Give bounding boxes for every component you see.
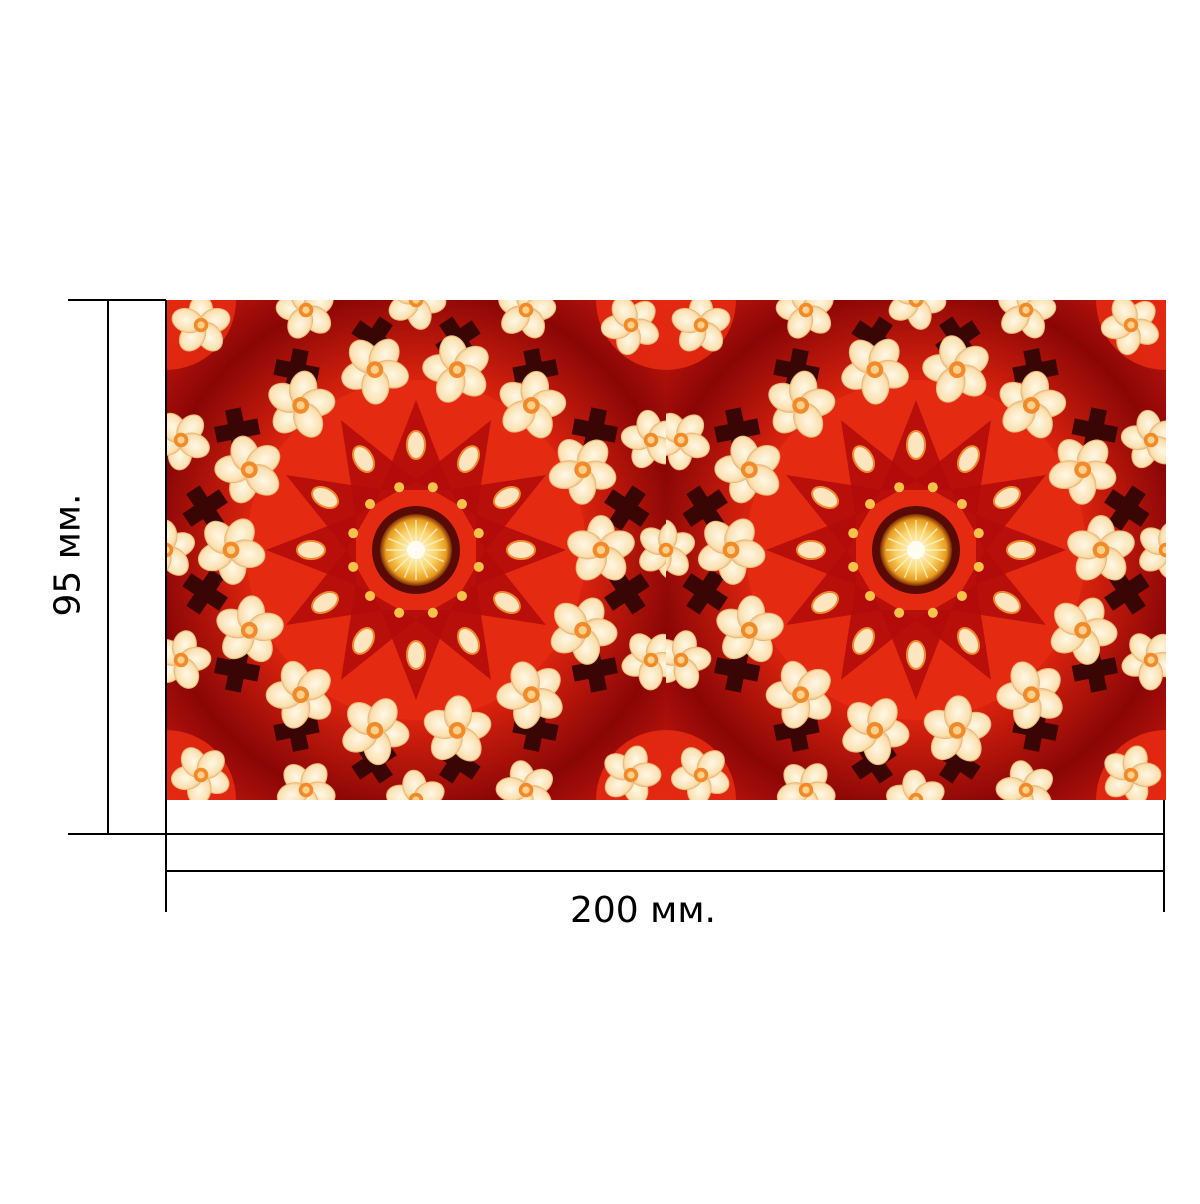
flower [671, 300, 731, 352]
flower [341, 338, 409, 405]
width-label: 200 мм. [570, 890, 716, 931]
flower [666, 630, 712, 689]
flower [166, 412, 210, 471]
flower [666, 412, 710, 471]
flower [841, 338, 909, 405]
flower [714, 435, 781, 504]
flower [995, 760, 1054, 800]
flower [670, 747, 730, 800]
flower [716, 595, 784, 663]
flower [666, 519, 696, 578]
flower [1121, 633, 1166, 691]
flower [216, 595, 284, 663]
flower [768, 370, 836, 438]
flower [621, 633, 666, 691]
flower [423, 695, 492, 762]
height-label: 95 мм. [47, 493, 89, 617]
flower [1100, 300, 1159, 356]
flower [697, 518, 766, 585]
flower [567, 515, 635, 581]
flower [496, 661, 563, 729]
flower [922, 335, 989, 403]
flower [620, 409, 666, 469]
flower [888, 300, 947, 330]
flower [268, 370, 336, 438]
flower [275, 300, 334, 339]
flower [999, 370, 1067, 439]
flower [550, 597, 618, 665]
flower [923, 695, 992, 762]
flower [171, 300, 231, 352]
pattern-tile-left [166, 300, 666, 800]
flower [422, 335, 489, 403]
flower [388, 300, 447, 330]
flower [498, 300, 557, 339]
flower [499, 370, 567, 439]
flower [1067, 515, 1135, 581]
flower [197, 518, 266, 585]
flower [265, 660, 332, 729]
flower [1048, 439, 1117, 505]
flower [776, 763, 836, 800]
flower [166, 630, 212, 689]
flower [276, 763, 336, 800]
flower [765, 660, 832, 729]
dimension-lines [68, 299, 1165, 912]
pattern-tile-right [666, 300, 1166, 800]
flower [600, 300, 659, 356]
flower [998, 300, 1057, 339]
flower [842, 698, 910, 766]
flower [886, 769, 945, 800]
flower [604, 745, 662, 800]
flower [170, 747, 230, 800]
flower [166, 519, 196, 578]
flower [495, 760, 554, 800]
flower [639, 520, 666, 580]
flower [1104, 745, 1162, 800]
flower [1120, 409, 1166, 469]
flower [1139, 520, 1166, 580]
flower [214, 435, 281, 504]
flower [1050, 597, 1118, 665]
flower [996, 661, 1063, 729]
flower [342, 698, 410, 766]
flower [386, 769, 445, 800]
flower [548, 439, 617, 505]
flower [775, 300, 834, 339]
